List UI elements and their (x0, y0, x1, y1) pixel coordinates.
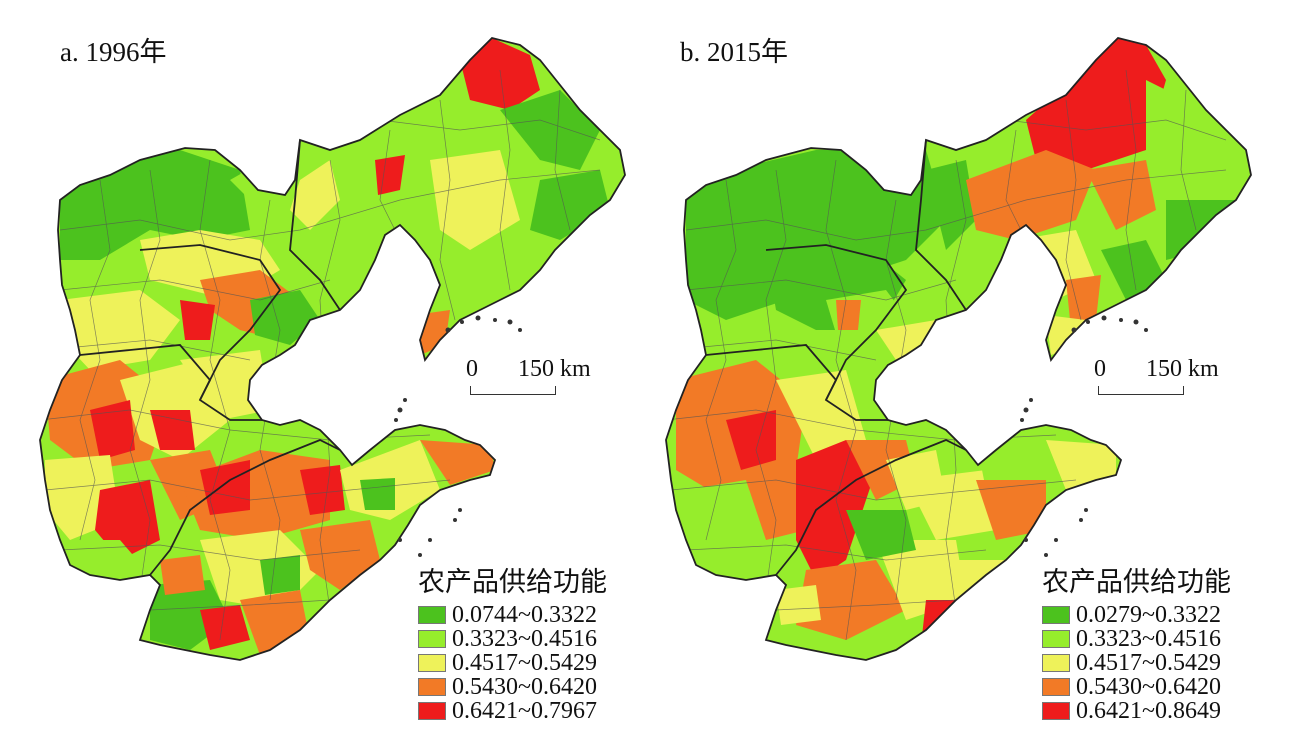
legend-item: 0.0279~0.3322 (1042, 601, 1231, 628)
scale-bar-line (1098, 386, 1184, 395)
legend-item: 0.4517~0.5429 (418, 649, 607, 676)
scale-bar-line (470, 386, 556, 395)
legend-item: 0.0744~0.3322 (418, 601, 607, 628)
map-panel-1996: a. 1996年 0 150 km 农产品供给功能 0.0744~0.3322 … (39, 37, 626, 724)
legend-label: 0.4517~0.5429 (452, 649, 597, 676)
legend-swatch (418, 630, 446, 648)
legend-swatch (418, 654, 446, 672)
panel-title-2015: b. 2015年 (680, 37, 788, 67)
legend-item: 0.3323~0.4516 (418, 625, 607, 652)
legend-swatch (1042, 702, 1070, 720)
scale-distance-label: 150 km (1146, 356, 1219, 382)
legend-title: 农产品供给功能 (418, 567, 607, 597)
legend-item: 0.6421~0.7967 (418, 697, 607, 724)
legend-swatch (1042, 678, 1070, 696)
legend-swatch (1042, 606, 1070, 624)
coastal-islands (1020, 315, 1148, 557)
legend-label: 0.0744~0.3322 (452, 601, 597, 628)
map-2015 (665, 37, 1252, 661)
coastal-islands (394, 315, 522, 557)
legend-item: 0.4517~0.5429 (1042, 649, 1231, 676)
map-panel-2015: b. 2015年 0 150 km 农产品供给功能 0.0279~0.3322 … (646, 0, 1292, 732)
legend-label: 0.6421~0.8649 (1076, 697, 1221, 724)
map-1996 (39, 37, 626, 661)
scale-zero-label: 0 (1094, 356, 1106, 382)
legend-label: 0.3323~0.4516 (452, 625, 597, 652)
legend-label: 0.4517~0.5429 (1076, 649, 1221, 676)
legend-swatch (418, 702, 446, 720)
legend-label: 0.5430~0.6420 (452, 673, 597, 700)
legend-2015: 农产品供给功能 0.0279~0.3322 0.3323~0.4516 0.45… (1042, 560, 1231, 724)
legend-swatch (418, 606, 446, 624)
legend-item: 0.5430~0.6420 (1042, 673, 1231, 700)
legend-1996: 农产品供给功能 0.0744~0.3322 0.3323~0.4516 0.45… (418, 560, 607, 724)
legend-item: 0.6421~0.8649 (1042, 697, 1231, 724)
legend-label: 0.3323~0.4516 (1076, 625, 1221, 652)
legend-label: 0.6421~0.7967 (452, 697, 597, 724)
province-boundaries (39, 37, 626, 661)
scale-zero-label: 0 (466, 356, 478, 382)
legend-label: 0.0279~0.3322 (1076, 601, 1221, 628)
panel-title-1996: a. 1996年 (60, 37, 167, 67)
legend-title: 农产品供给功能 (1042, 567, 1231, 597)
legend-swatch (418, 678, 446, 696)
legend-item: 0.3323~0.4516 (1042, 625, 1231, 652)
legend-swatch (1042, 630, 1070, 648)
legend-item: 0.5430~0.6420 (418, 673, 607, 700)
legend-swatch (1042, 654, 1070, 672)
scale-distance-label: 150 km (518, 356, 591, 382)
legend-label: 0.5430~0.6420 (1076, 673, 1221, 700)
province-boundaries (665, 37, 1252, 661)
